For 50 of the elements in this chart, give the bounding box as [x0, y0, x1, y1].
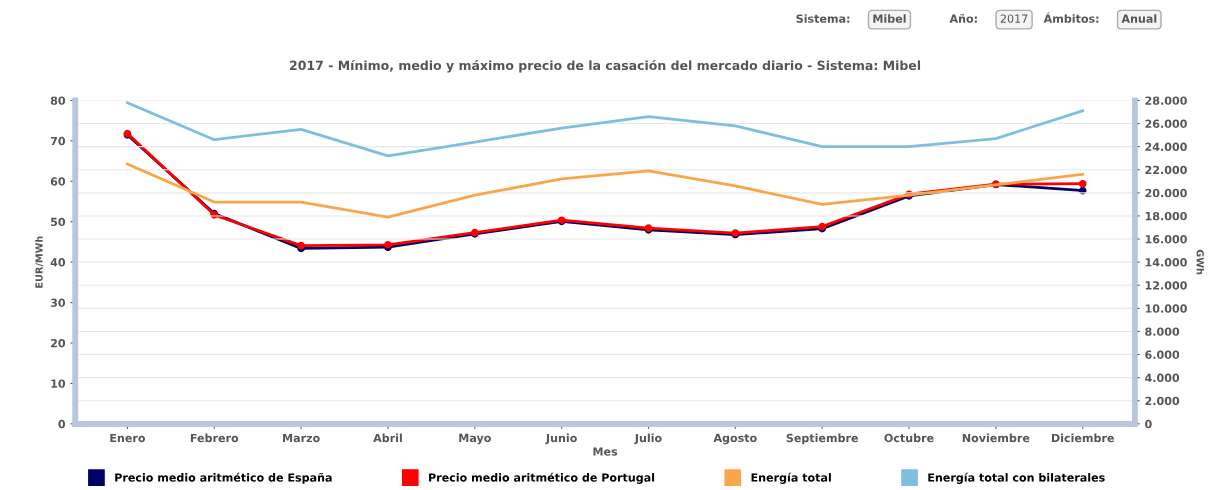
y2-tick-label: 22.000	[1145, 165, 1187, 175]
x-tick-label: Diciembre	[1051, 433, 1114, 443]
y2-tick-label: 14.000	[1145, 258, 1187, 267]
legend-label: Energía total	[751, 472, 831, 484]
y-tick-label: 80	[50, 96, 66, 105]
y2-tick-label: 0	[1145, 419, 1152, 429]
y-tick-label: 20	[51, 338, 66, 348]
x-tick-label: Enero	[110, 433, 146, 443]
y2-tick-label: 2.000	[1145, 396, 1180, 406]
y2-tick-label: 6.000	[1145, 350, 1180, 359]
y-tick-label: 10	[51, 379, 66, 388]
y2-tick-label: 16.000	[1145, 235, 1187, 244]
x-tick-label: Noviembre	[962, 433, 1030, 443]
y-tick-label: 70	[50, 136, 66, 146]
x-tick-label: Marzo	[283, 433, 320, 443]
y2-tick-label: 4.000	[1145, 373, 1180, 383]
y2-tick-label: 26.000	[1145, 119, 1187, 128]
y-tick-label: 60	[50, 177, 66, 186]
y-tick-label: 40	[50, 258, 66, 267]
y2-tick-label: 28.000	[1145, 96, 1187, 105]
y2-axis-title: GWh	[1196, 249, 1205, 275]
x-axis-title: Mes	[593, 447, 618, 456]
y2-tick-label: 10.000	[1145, 304, 1187, 313]
text: 2017	[1000, 14, 1028, 23]
text: Mibel	[873, 14, 906, 23]
y2-tick-label: 12.000	[1145, 281, 1187, 290]
y2-tick-label: 24.000	[1145, 142, 1187, 152]
x-tick-label: Septiembre	[786, 433, 858, 445]
x-tick-label: Octubre	[884, 433, 934, 443]
x-tick-label: Julio	[634, 433, 662, 445]
x-tick-label: Abril	[373, 433, 402, 443]
legend-label: Precio medio aritmético de España	[115, 472, 332, 484]
x-tick-label: Febrero	[190, 433, 239, 443]
text: Año:	[949, 14, 977, 23]
y-axis-title: EUR/MWh	[35, 236, 44, 288]
y-tick-label: 50	[51, 217, 66, 227]
text: Sistema:	[796, 14, 850, 23]
x-tick-label: Junio	[545, 433, 577, 445]
text: Ámbitos:	[1043, 12, 1099, 23]
y2-tick-label: 18.000	[1145, 211, 1187, 221]
legend-label: Precio medio aritmético de Portugal	[429, 472, 655, 484]
y-tick-label: 30	[50, 298, 66, 307]
chart-title: 2017 - Mínimo, medio y máximo precio de la casación del mercado diario - Sistema: Mibel	[290, 59, 921, 73]
y2-tick-label: 20.000	[1145, 188, 1187, 198]
text: Anual	[1121, 14, 1157, 23]
legend-label: Energía total con bilaterales	[928, 472, 1105, 484]
y2-tick-label: 8.000	[1145, 327, 1180, 336]
y-tick-label: 0	[58, 419, 66, 429]
x-tick-label: Agosto	[713, 433, 757, 445]
x-tick-label: Mayo	[459, 433, 491, 445]
